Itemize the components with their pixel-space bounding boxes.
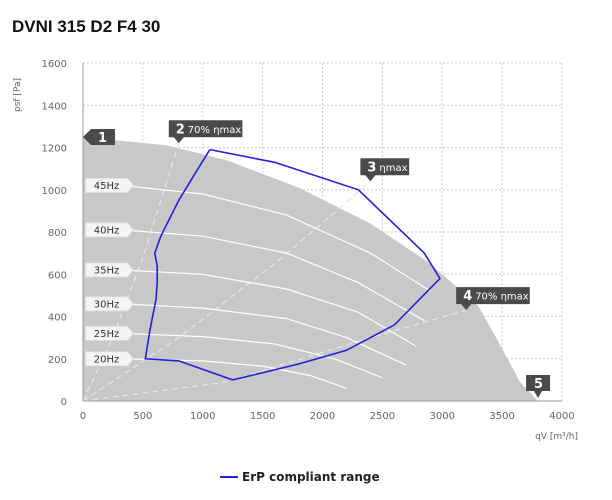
marker-1-number: 1 <box>98 131 107 146</box>
speed-curve-40Hz <box>122 229 425 322</box>
efficiency-line-3-number: 3 <box>367 160 376 175</box>
speed-curve-25Hz <box>122 332 383 379</box>
chart: 0 500 1000 1500 2000 2500 3000 3500 4000 0 200 400 6… <box>13 59 578 442</box>
x-tick-label: 0 <box>80 411 86 422</box>
x-tick-label: 2000 <box>310 411 335 422</box>
y-tick-label: 800 <box>48 228 67 239</box>
speed-label-box <box>85 222 135 238</box>
efficiency-line-2-text: 70% ηmax <box>188 125 242 136</box>
efficiency-line-2-number: 2 <box>176 122 185 137</box>
x-tick-label: 2500 <box>370 411 395 422</box>
speed-label-box <box>85 325 135 341</box>
speed-label-45Hz: 45Hz <box>94 181 120 192</box>
y-tick-label: 400 <box>48 313 67 324</box>
efficiency-line-3-text: ηmax <box>379 163 407 174</box>
x-tick-label: 1000 <box>190 411 215 422</box>
speed-label-box <box>85 178 135 193</box>
marker-5-flag <box>526 375 551 398</box>
y-tick-label: 0 <box>61 397 67 408</box>
y-tick-label: 600 <box>48 270 67 281</box>
speed-curve-45Hz <box>122 184 431 292</box>
efficiency-line-4-text: 70% ηmax <box>475 292 529 303</box>
speed-label-20Hz: 20Hz <box>94 354 120 365</box>
x-tick-label: 4000 <box>549 411 574 422</box>
speed-label-35Hz: 35Hz <box>94 266 120 277</box>
operating-area <box>83 136 538 401</box>
x-tick-label: 500 <box>133 411 152 422</box>
x-tick-label: 3000 <box>430 411 455 422</box>
efficiency-line-3 <box>82 180 371 402</box>
legend-label: ErP compliant range <box>242 470 380 484</box>
chart-title: DVNI 315 D2 F4 30 <box>12 17 161 36</box>
speed-label-box <box>85 351 135 367</box>
y-tick-label: 1000 <box>42 186 67 197</box>
efficiency-line-4-flag <box>456 287 530 311</box>
speed-label-box <box>85 262 135 278</box>
speed-curve-30Hz <box>122 303 407 366</box>
x-tick-label: 3500 <box>489 411 514 422</box>
efficiency-line-2-flag <box>168 120 243 144</box>
speed-label-40Hz: 40Hz <box>94 225 120 236</box>
speed-label-box <box>85 296 135 312</box>
y-tick-label: 1400 <box>42 101 67 112</box>
speed-label-25Hz: 25Hz <box>94 329 120 340</box>
efficiency-line-3-flag <box>360 158 410 182</box>
x-tick-label: 1500 <box>250 411 275 422</box>
efficiency-line-4 <box>82 309 467 402</box>
speed-curve-35Hz <box>122 269 417 347</box>
y-axis-title: psf [Pa] <box>13 78 23 112</box>
speed-label-30Hz: 30Hz <box>94 299 120 310</box>
efficiency-line-4-number: 4 <box>463 289 472 304</box>
x-axis-title: qV [m³/h] <box>535 432 578 442</box>
y-tick-label: 200 <box>48 355 67 366</box>
legend[interactable]: ErP compliant range <box>220 470 380 484</box>
y-tick-label: 1200 <box>42 144 67 155</box>
marker-1-flag <box>83 128 115 145</box>
legend-line-swatch <box>220 476 238 478</box>
marker-5-number: 5 <box>534 377 543 392</box>
erp-range-outline <box>144 148 441 381</box>
y-tick-label: 1600 <box>42 59 67 70</box>
